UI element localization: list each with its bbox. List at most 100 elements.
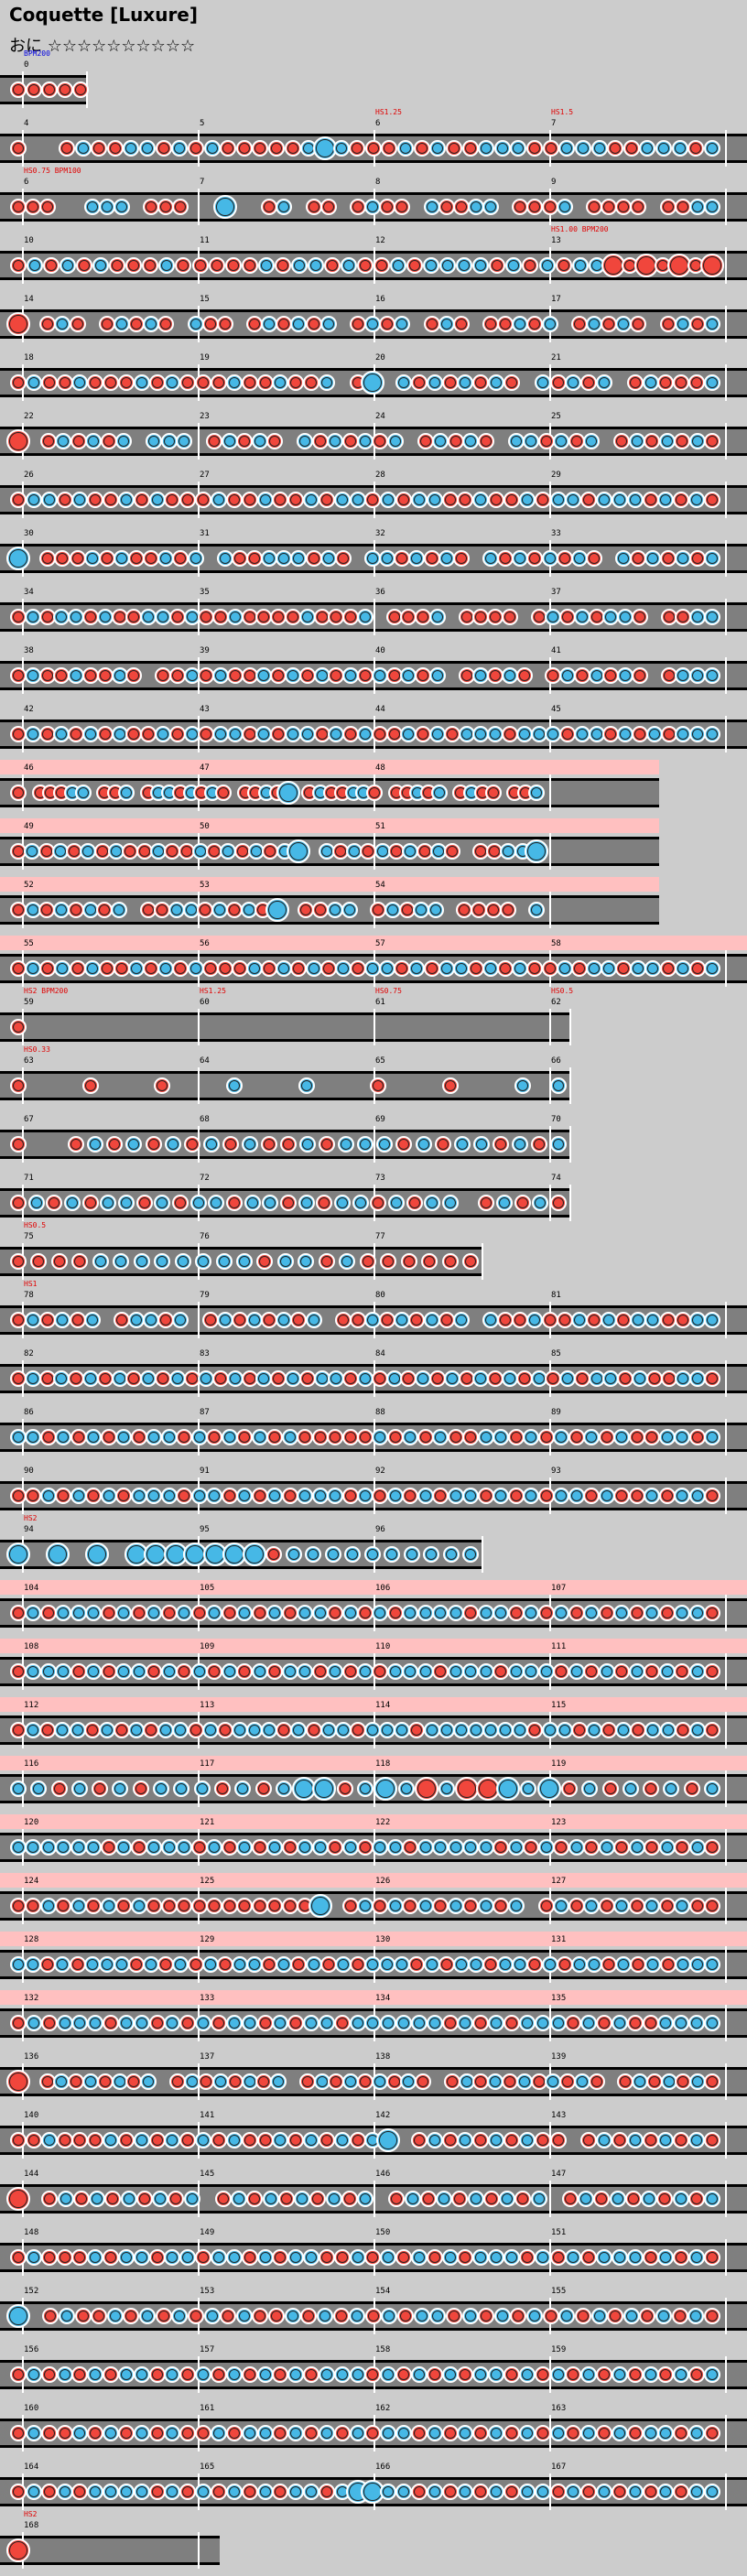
don-note xyxy=(704,2308,720,2324)
don-note xyxy=(266,433,284,449)
ka-note xyxy=(622,2308,640,2324)
don-note xyxy=(148,2132,166,2148)
bar-number: 40 xyxy=(375,646,385,655)
bar-number: 22 xyxy=(24,412,34,421)
bar-number: 111 xyxy=(551,1642,566,1651)
don-note xyxy=(191,257,209,274)
don-note xyxy=(515,667,533,684)
bar-number: 122 xyxy=(375,1818,390,1827)
ka-note xyxy=(462,1546,479,1563)
bar-number: 20 xyxy=(375,353,385,363)
ka-note xyxy=(25,2425,42,2441)
ka-note xyxy=(203,140,221,157)
don-note xyxy=(568,1429,585,1445)
ka-note xyxy=(493,140,511,157)
don-note xyxy=(40,2249,58,2266)
chart-row: 34 35 36 37 xyxy=(0,584,747,643)
chart-row: 148 149 150 151 xyxy=(0,2224,747,2283)
ka-note xyxy=(622,1780,639,1797)
don-note xyxy=(530,1136,547,1153)
ka-note xyxy=(672,2191,689,2207)
don-note xyxy=(381,140,398,157)
ka-note xyxy=(341,902,358,918)
don-note xyxy=(537,1605,555,1621)
ka-note xyxy=(386,433,404,449)
don-note xyxy=(644,433,661,449)
barline xyxy=(725,716,727,752)
don-note xyxy=(364,140,382,157)
gogo-band xyxy=(0,1639,747,1653)
bar-number: 135 xyxy=(551,1994,566,2003)
bar-number: 114 xyxy=(375,1701,390,1710)
ka-note xyxy=(349,492,366,508)
bar-number: 14 xyxy=(24,295,34,304)
don-note xyxy=(10,1253,27,1270)
big-ka-note xyxy=(536,1777,561,1801)
ka-note xyxy=(427,902,444,918)
don-note xyxy=(128,316,146,332)
ka-note xyxy=(285,1546,302,1563)
don-note xyxy=(447,1429,464,1445)
ka-note xyxy=(628,433,645,449)
bar-number: 157 xyxy=(200,2345,214,2354)
ka-note xyxy=(688,1488,706,1504)
ka-note xyxy=(319,550,337,567)
ka-note xyxy=(189,1195,207,1211)
gogo-band xyxy=(0,1697,747,1712)
don-note xyxy=(190,1605,208,1621)
don-note xyxy=(327,1605,344,1621)
don-note xyxy=(266,1663,284,1680)
don-note xyxy=(549,2484,567,2500)
ka-note xyxy=(514,1077,531,1094)
don-note xyxy=(100,1605,117,1621)
scroll-bpm-marker: HS1.00 BPM200 xyxy=(551,225,609,233)
don-note xyxy=(235,140,253,157)
don-note xyxy=(183,1136,200,1153)
ka-note xyxy=(611,2425,628,2441)
ka-note xyxy=(403,1546,420,1563)
don-note xyxy=(626,2015,644,2031)
bar-number: 70 xyxy=(551,1115,561,1124)
ka-note xyxy=(598,1839,615,1856)
ka-note xyxy=(541,550,558,567)
don-note xyxy=(142,257,159,274)
ka-note xyxy=(477,1605,494,1621)
don-note xyxy=(336,1780,353,1797)
ka-note xyxy=(113,199,130,215)
bar-number: 117 xyxy=(200,1759,214,1769)
chart-row: 120 121 122 123 xyxy=(0,1814,747,1873)
bar-number: 77 xyxy=(375,1232,385,1241)
gogo-band xyxy=(0,1932,747,1946)
ka-note xyxy=(704,1956,720,1973)
ka-note xyxy=(641,2191,658,2207)
don-note xyxy=(39,1605,57,1621)
bar-number: 164 xyxy=(24,2462,38,2472)
ka-note xyxy=(225,2132,243,2148)
barline xyxy=(198,189,200,225)
don-note xyxy=(534,2366,551,2383)
don-note xyxy=(413,140,430,157)
bar-number: 32 xyxy=(375,529,385,538)
bar-number: 86 xyxy=(24,1408,34,1417)
ka-note xyxy=(626,2132,644,2148)
bar-number: 6 xyxy=(375,119,380,128)
don-note xyxy=(222,1136,239,1153)
don-note xyxy=(268,2308,286,2324)
ka-note xyxy=(438,316,455,332)
ka-note xyxy=(276,199,293,215)
don-note xyxy=(241,2132,258,2148)
ka-note xyxy=(357,1488,374,1504)
don-note xyxy=(221,1488,238,1504)
bar-number: 10 xyxy=(24,236,34,245)
don-note xyxy=(10,1663,27,1680)
don-note xyxy=(252,140,269,157)
ka-note xyxy=(298,1195,315,1211)
barline xyxy=(725,2298,727,2334)
don-note xyxy=(461,140,479,157)
ka-note xyxy=(325,2191,342,2207)
don-note xyxy=(549,374,567,391)
don-note xyxy=(148,2249,166,2266)
don-note xyxy=(534,492,551,508)
don-note xyxy=(251,1839,268,1856)
bar-number: 80 xyxy=(375,1291,385,1300)
